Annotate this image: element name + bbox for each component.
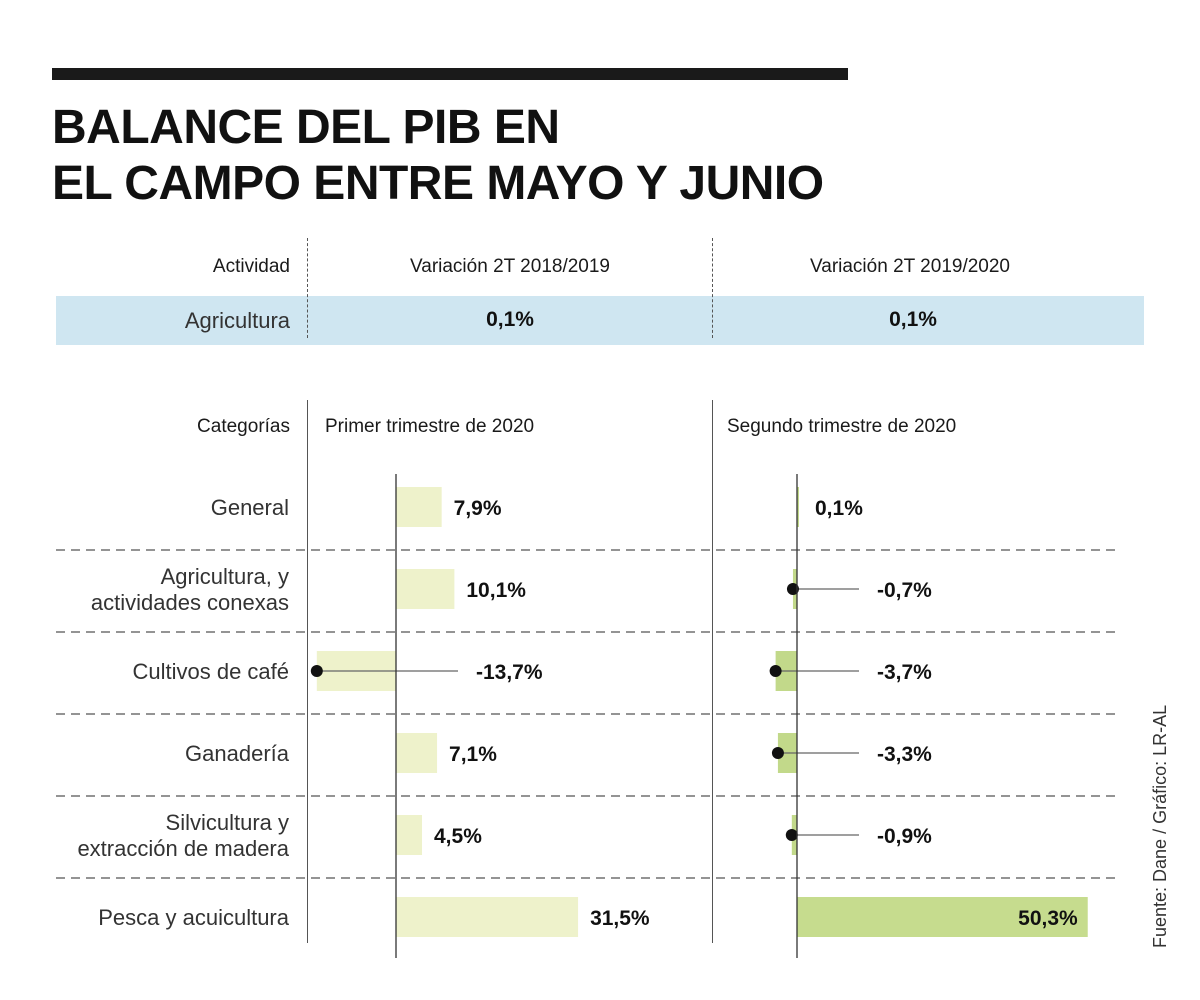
category-label: Silvicultura y extracción de madera xyxy=(77,810,289,861)
category-label: Agricultura, y actividades conexas xyxy=(91,564,289,615)
marker-dot xyxy=(771,747,784,759)
chart-divider-left xyxy=(307,400,308,943)
value-label-series-1: -13,7% xyxy=(476,661,543,684)
bar-series-2 xyxy=(797,487,799,527)
series-1-header: Primer trimestre de 2020 xyxy=(325,416,535,437)
category-label: Cultivos de café xyxy=(132,659,289,684)
chart-title: BALANCE DEL PIB EN EL CAMPO ENTRE MAYO Y… xyxy=(52,100,824,212)
activity-header: Actividad xyxy=(212,256,290,277)
marker-dot xyxy=(769,665,782,677)
chart-divider-right xyxy=(712,400,713,943)
variation-2018-2019-header: Variación 2T 2018/2019 xyxy=(409,256,611,277)
title-rule xyxy=(52,68,848,80)
marker-dot xyxy=(310,665,323,677)
marker-dot xyxy=(786,583,799,595)
value-label-series-1: 31,5% xyxy=(590,907,650,930)
category-label: Pesca y acuicultura xyxy=(98,905,290,930)
agriculture-row-band xyxy=(56,296,1144,345)
category-label: General xyxy=(211,495,289,520)
category-label: Ganadería xyxy=(185,741,290,766)
value-label-series-2: -3,3% xyxy=(877,743,932,766)
bar-series-1 xyxy=(396,815,423,855)
bar-series-1 xyxy=(396,487,442,527)
agriculture-row-label: Agricultura xyxy=(184,308,290,333)
title-line-1: BALANCE DEL PIB EN xyxy=(52,101,560,154)
value-label-series-2: 0,1% xyxy=(815,497,863,520)
value-label-series-1: 10,1% xyxy=(466,579,526,602)
value-label-series-2: -0,9% xyxy=(877,825,932,848)
bar-series-1 xyxy=(396,569,455,609)
value-label-series-1: 4,5% xyxy=(434,825,482,848)
categories-header: Categorías xyxy=(197,416,290,437)
agriculture-variation-2018-2019: 0,1% xyxy=(486,308,534,331)
table-divider-left xyxy=(307,238,308,338)
bar-series-2 xyxy=(797,897,1088,937)
bar-series-1 xyxy=(396,733,438,773)
value-label-series-2: 50,3% xyxy=(1018,907,1078,930)
table-divider-right xyxy=(712,238,713,338)
value-label-series-1: 7,9% xyxy=(454,497,502,520)
marker-dot xyxy=(785,829,798,841)
agriculture-variation-2019-2020: 0,1% xyxy=(889,308,937,331)
source-credit: Fuente: Dane / Gráfico: LR-AL xyxy=(1150,704,1170,948)
value-label-series-2: -0,7% xyxy=(877,579,932,602)
series-2-header: Segundo trimestre de 2020 xyxy=(727,416,957,437)
value-label-series-1: 7,1% xyxy=(449,743,497,766)
value-label-series-2: -3,7% xyxy=(877,661,932,684)
bar-series-1 xyxy=(396,897,579,937)
variation-2019-2020-header: Variación 2T 2019/2020 xyxy=(809,256,1011,277)
title-line-2: EL CAMPO ENTRE MAYO Y JUNIO xyxy=(52,157,824,210)
